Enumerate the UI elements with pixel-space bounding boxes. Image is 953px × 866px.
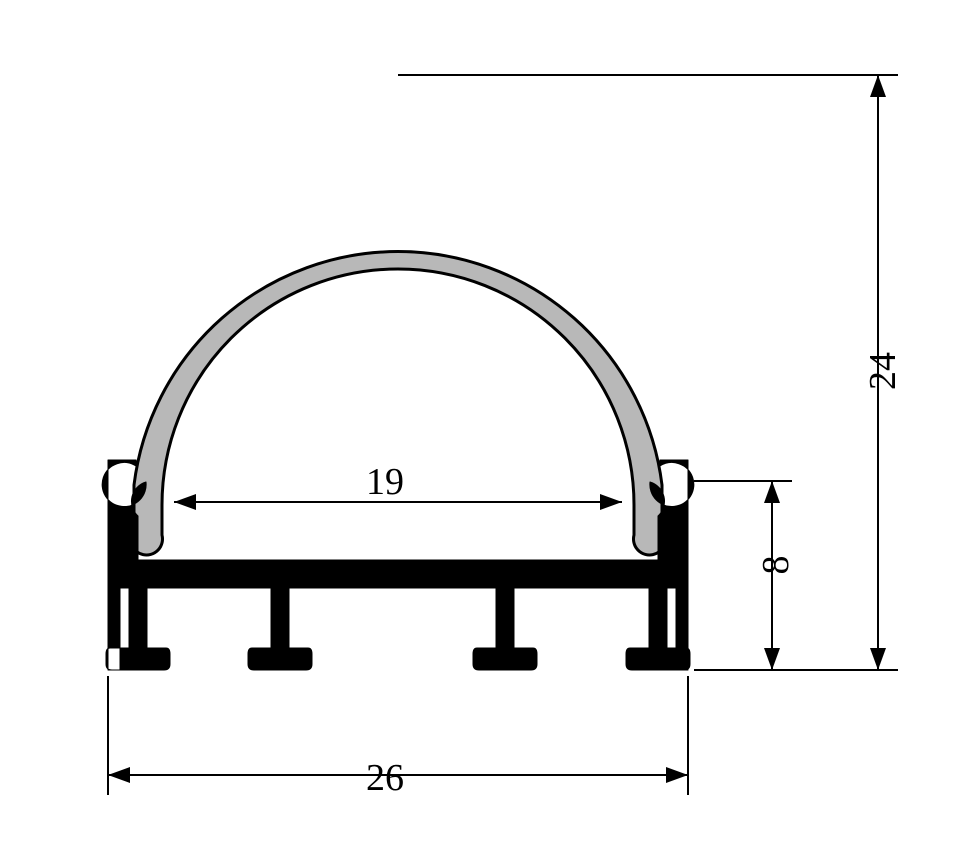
dome-cover: [131, 252, 666, 555]
dim-label-inner_width: 19: [366, 461, 404, 503]
dim-arrowhead: [666, 767, 688, 783]
engineering-drawing: 19 26 8 24: [0, 0, 953, 866]
dim-label-base_height: 8: [755, 556, 797, 575]
dim-label-total_height: 24: [862, 352, 904, 390]
dim-arrowhead: [764, 648, 780, 670]
dim-label-outer_width: 26: [366, 757, 404, 799]
dim-arrowhead: [764, 481, 780, 503]
dim-arrowhead: [174, 494, 196, 510]
dim-arrowhead: [870, 648, 886, 670]
dim-arrowhead: [108, 767, 130, 783]
dim-arrowhead: [870, 75, 886, 97]
dim-arrowhead: [600, 494, 622, 510]
